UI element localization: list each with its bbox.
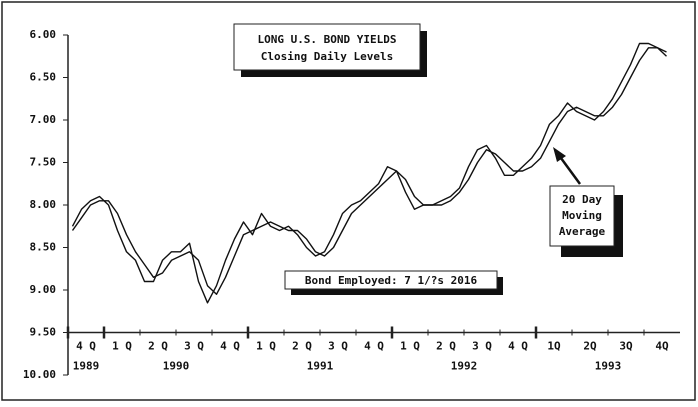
year-label: 1990 bbox=[163, 360, 190, 373]
series-line bbox=[71, 47, 667, 295]
y-tick-label: 6.50 bbox=[30, 71, 57, 84]
x-tick-label: 1 Q bbox=[112, 340, 132, 353]
annotation-box bbox=[284, 270, 498, 290]
x-tick-label: 1Q bbox=[547, 340, 561, 353]
x-tick-label: 2 Q bbox=[292, 340, 312, 353]
callout-line: Average bbox=[559, 225, 606, 238]
chart-subtitle: Closing Daily Levels bbox=[261, 50, 393, 63]
annotation: Bond Employed: 7 1/?s 2016 bbox=[305, 274, 478, 287]
callout-arrow bbox=[556, 153, 582, 185]
year-label: 1991 bbox=[307, 360, 334, 373]
callout-arrowhead bbox=[553, 147, 566, 162]
title-box bbox=[233, 23, 421, 71]
x-tick-label: 3 Q bbox=[328, 340, 348, 353]
x-tick-label: 4 Q bbox=[220, 340, 240, 353]
callout-box bbox=[549, 185, 615, 247]
x-tick-label: 3 Q bbox=[184, 340, 204, 353]
x-tick-label: 3 Q bbox=[472, 340, 492, 353]
series-line bbox=[71, 42, 667, 304]
y-tick-label: 8.50 bbox=[30, 241, 57, 254]
x-tick-label: 4Q bbox=[655, 340, 669, 353]
y-tick-label: 9.50 bbox=[30, 326, 57, 339]
y-tick-label: 6.00 bbox=[30, 28, 57, 41]
x-tick-label: 4 Q bbox=[364, 340, 384, 353]
y-tick-label: 7.50 bbox=[30, 156, 57, 169]
y-tick-label: 10.00 bbox=[23, 368, 56, 381]
callout-line: 20 Day bbox=[562, 193, 602, 206]
chart-title: LONG U.S. BOND YIELDS bbox=[257, 33, 396, 46]
x-tick-label: 2 Q bbox=[436, 340, 456, 353]
x-tick-label: 4 Q bbox=[508, 340, 528, 353]
x-tick-label: 3Q bbox=[619, 340, 633, 353]
x-tick-label: 1 Q bbox=[400, 340, 420, 353]
y-tick-label: 8.00 bbox=[30, 198, 57, 211]
x-tick-label: 1 Q bbox=[256, 340, 276, 353]
year-label: 1993 bbox=[595, 360, 622, 373]
callout-line: Moving bbox=[562, 209, 602, 222]
y-tick-label: 9.00 bbox=[30, 283, 57, 296]
y-tick-label: 7.00 bbox=[30, 113, 57, 126]
x-tick-label: 2 Q bbox=[148, 340, 168, 353]
x-tick-label: 2Q bbox=[583, 340, 597, 353]
year-label: 1989 bbox=[73, 360, 100, 373]
year-label: 1992 bbox=[451, 360, 478, 373]
x-tick-label: 4 Q bbox=[76, 340, 96, 353]
frame bbox=[1, 1, 696, 401]
